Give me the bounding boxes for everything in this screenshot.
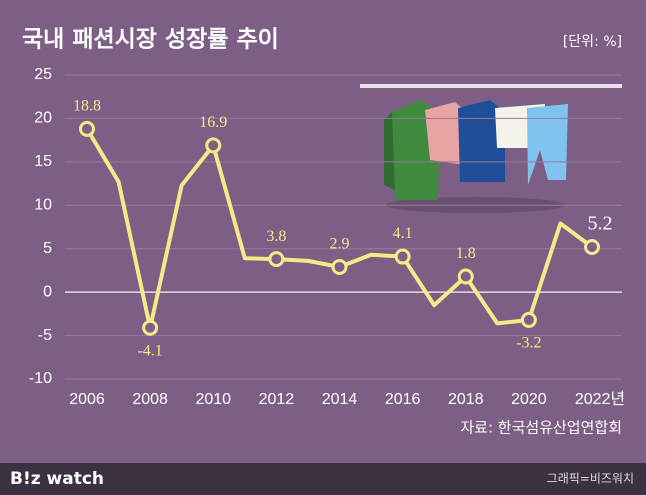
x-tick-label: 2018 (448, 391, 484, 408)
point (331, 258, 348, 275)
y-tick-label: 20 (34, 110, 52, 127)
x-tick-label: 2008 (132, 391, 168, 408)
credit: 그래픽=비즈워치 (547, 472, 634, 486)
value-label: 4.1 (393, 225, 413, 242)
chart-title: 국내 패션시장 성장률 추이 (22, 27, 279, 53)
point (268, 251, 285, 268)
value-label: 16.9 (199, 114, 227, 131)
y-tick-label: -5 (38, 327, 52, 344)
unit-label: [단위: %] (563, 34, 622, 50)
x-tick-label: 2012 (259, 391, 295, 408)
point (520, 311, 537, 328)
value-label: 3.8 (266, 228, 286, 245)
value-label: -4.1 (137, 342, 162, 359)
y-tick-label: 15 (34, 153, 52, 170)
x-tick-label: 2020 (511, 391, 547, 408)
y-tick-label: 0 (43, 283, 52, 300)
value-label: 2.9 (330, 236, 350, 253)
point (79, 120, 95, 137)
x-tick-label: 2010 (195, 391, 231, 408)
value-label: 5.2 (588, 213, 613, 235)
y-tick-label: 5 (43, 240, 52, 257)
point (205, 137, 222, 154)
point (457, 268, 474, 285)
clothes-illustration (360, 84, 622, 213)
footer-bar (0, 463, 646, 495)
source: 자료: 한국섬유산업연합회 (460, 419, 622, 437)
value-label: -3.2 (516, 335, 541, 352)
point (394, 248, 411, 265)
x-tick-label: 2006 (69, 391, 105, 408)
x-tick-label: 2014 (322, 391, 358, 408)
y-tick-label: 10 (34, 197, 52, 214)
brand: B!z watch (10, 469, 104, 489)
value-label: 18.8 (73, 98, 101, 115)
point (142, 319, 159, 336)
y-tick-label: -10 (29, 370, 52, 387)
background (0, 0, 646, 463)
value-label: 1.8 (456, 245, 476, 262)
x-tick-label: 2016 (385, 391, 421, 408)
y-tick-label: 25 (34, 66, 52, 83)
point (584, 238, 600, 255)
x-tick-label: 2022년 (575, 390, 625, 408)
